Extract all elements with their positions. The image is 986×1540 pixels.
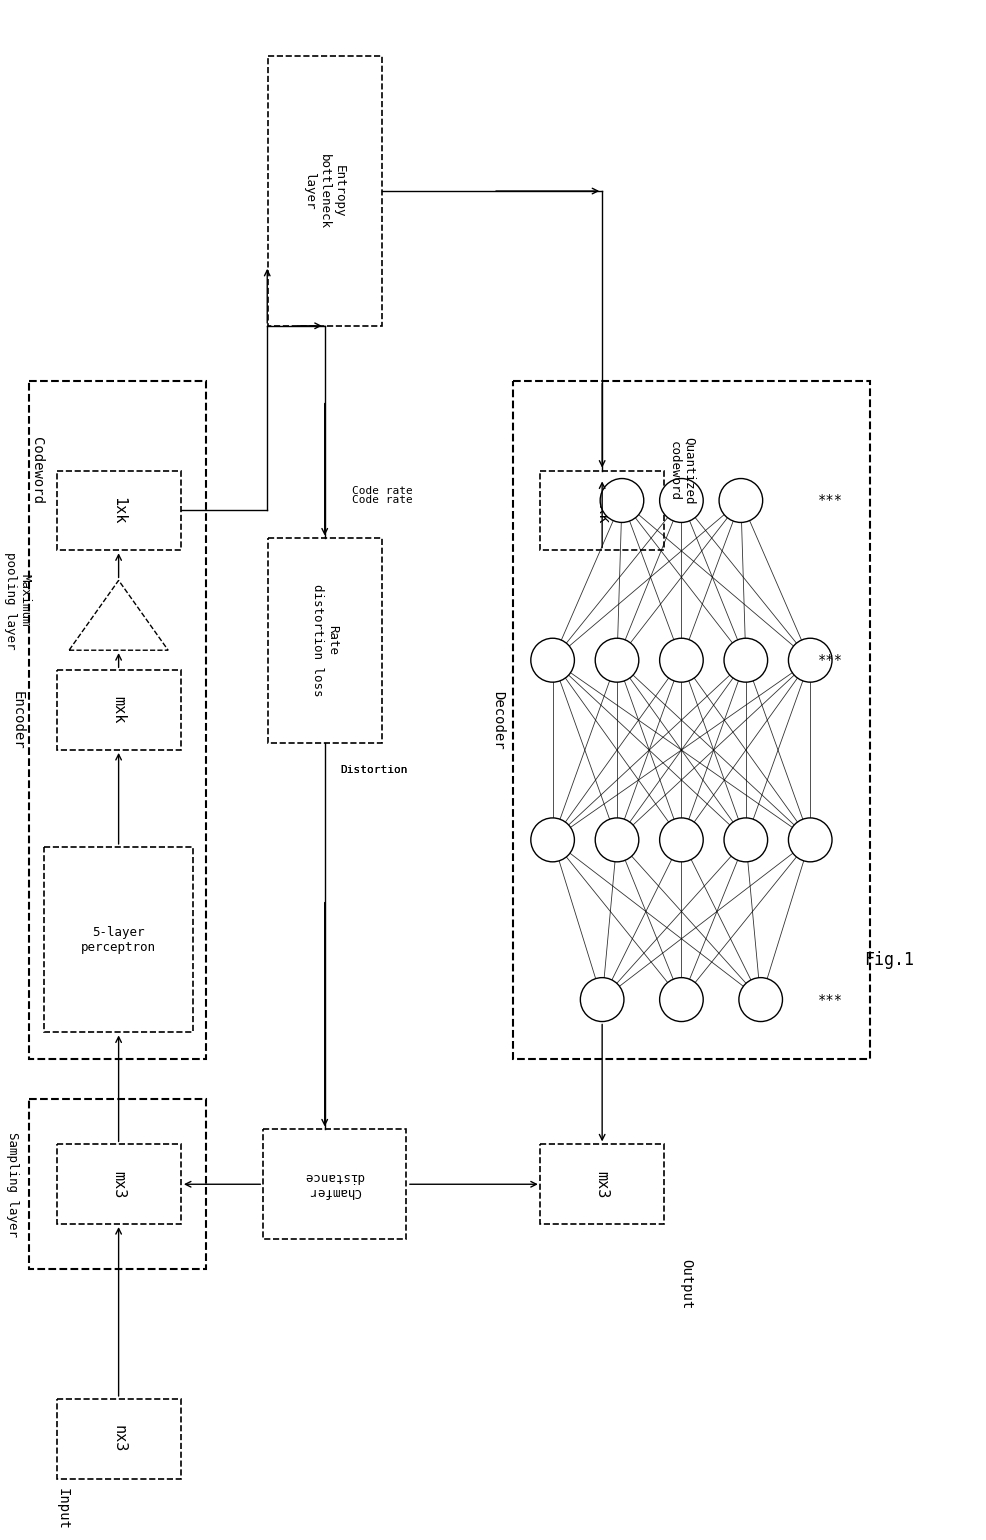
Text: Maximum
pooling layer: Maximum pooling layer: [4, 551, 32, 648]
Circle shape: [788, 638, 831, 682]
Circle shape: [659, 638, 702, 682]
Text: Code rate: Code rate: [351, 485, 412, 496]
Circle shape: [724, 818, 767, 862]
Bar: [44, 847, 192, 1032]
Bar: [539, 471, 664, 550]
Text: Rate
distortion loss: Rate distortion loss: [311, 584, 338, 696]
Text: 5-layer
perceptron: 5-layer perceptron: [81, 926, 156, 953]
Bar: [513, 380, 869, 1060]
Bar: [267, 57, 382, 326]
Circle shape: [724, 638, 767, 682]
Circle shape: [659, 479, 702, 522]
Circle shape: [659, 818, 702, 862]
Circle shape: [595, 818, 638, 862]
Text: Decoder: Decoder: [491, 691, 505, 750]
Text: Sampling layer: Sampling layer: [6, 1132, 19, 1237]
Text: Quantized
codeword: Quantized codeword: [667, 437, 695, 504]
Bar: [56, 670, 180, 750]
Circle shape: [530, 638, 574, 682]
Text: Entropy
bottleneck
layer: Entropy bottleneck layer: [303, 154, 346, 228]
Circle shape: [788, 818, 831, 862]
Text: Code rate: Code rate: [351, 496, 412, 505]
Text: 1xk: 1xk: [111, 497, 126, 524]
Text: Chamfer
distance: Chamfer distance: [305, 1170, 364, 1198]
Text: ***: ***: [816, 653, 842, 667]
Circle shape: [739, 978, 782, 1021]
Text: ***: ***: [816, 493, 842, 508]
Text: 1xk: 1xk: [594, 497, 609, 524]
Text: Distortion: Distortion: [340, 765, 407, 775]
Bar: [267, 537, 382, 742]
Bar: [56, 1398, 180, 1478]
Text: mx3: mx3: [111, 1170, 126, 1198]
Bar: [30, 380, 206, 1060]
Text: ***: ***: [816, 993, 842, 1007]
Bar: [56, 471, 180, 550]
Bar: [56, 1144, 180, 1224]
Circle shape: [580, 978, 623, 1021]
Bar: [30, 1100, 206, 1269]
Circle shape: [659, 978, 702, 1021]
Text: Output: Output: [678, 1258, 693, 1309]
Circle shape: [719, 479, 762, 522]
Bar: [539, 1144, 664, 1224]
Text: Distortion: Distortion: [340, 765, 407, 775]
Circle shape: [599, 479, 643, 522]
Bar: [262, 1129, 406, 1240]
Circle shape: [595, 638, 638, 682]
Text: mxk: mxk: [111, 696, 126, 724]
Text: Encoder: Encoder: [11, 691, 25, 750]
Text: Input: Input: [55, 1488, 69, 1529]
Text: nx3: nx3: [111, 1424, 126, 1452]
Circle shape: [530, 818, 574, 862]
Polygon shape: [69, 581, 168, 650]
Text: mx3: mx3: [594, 1170, 609, 1198]
Text: Codeword: Codeword: [31, 437, 44, 504]
Text: Fig.1: Fig.1: [864, 950, 914, 969]
